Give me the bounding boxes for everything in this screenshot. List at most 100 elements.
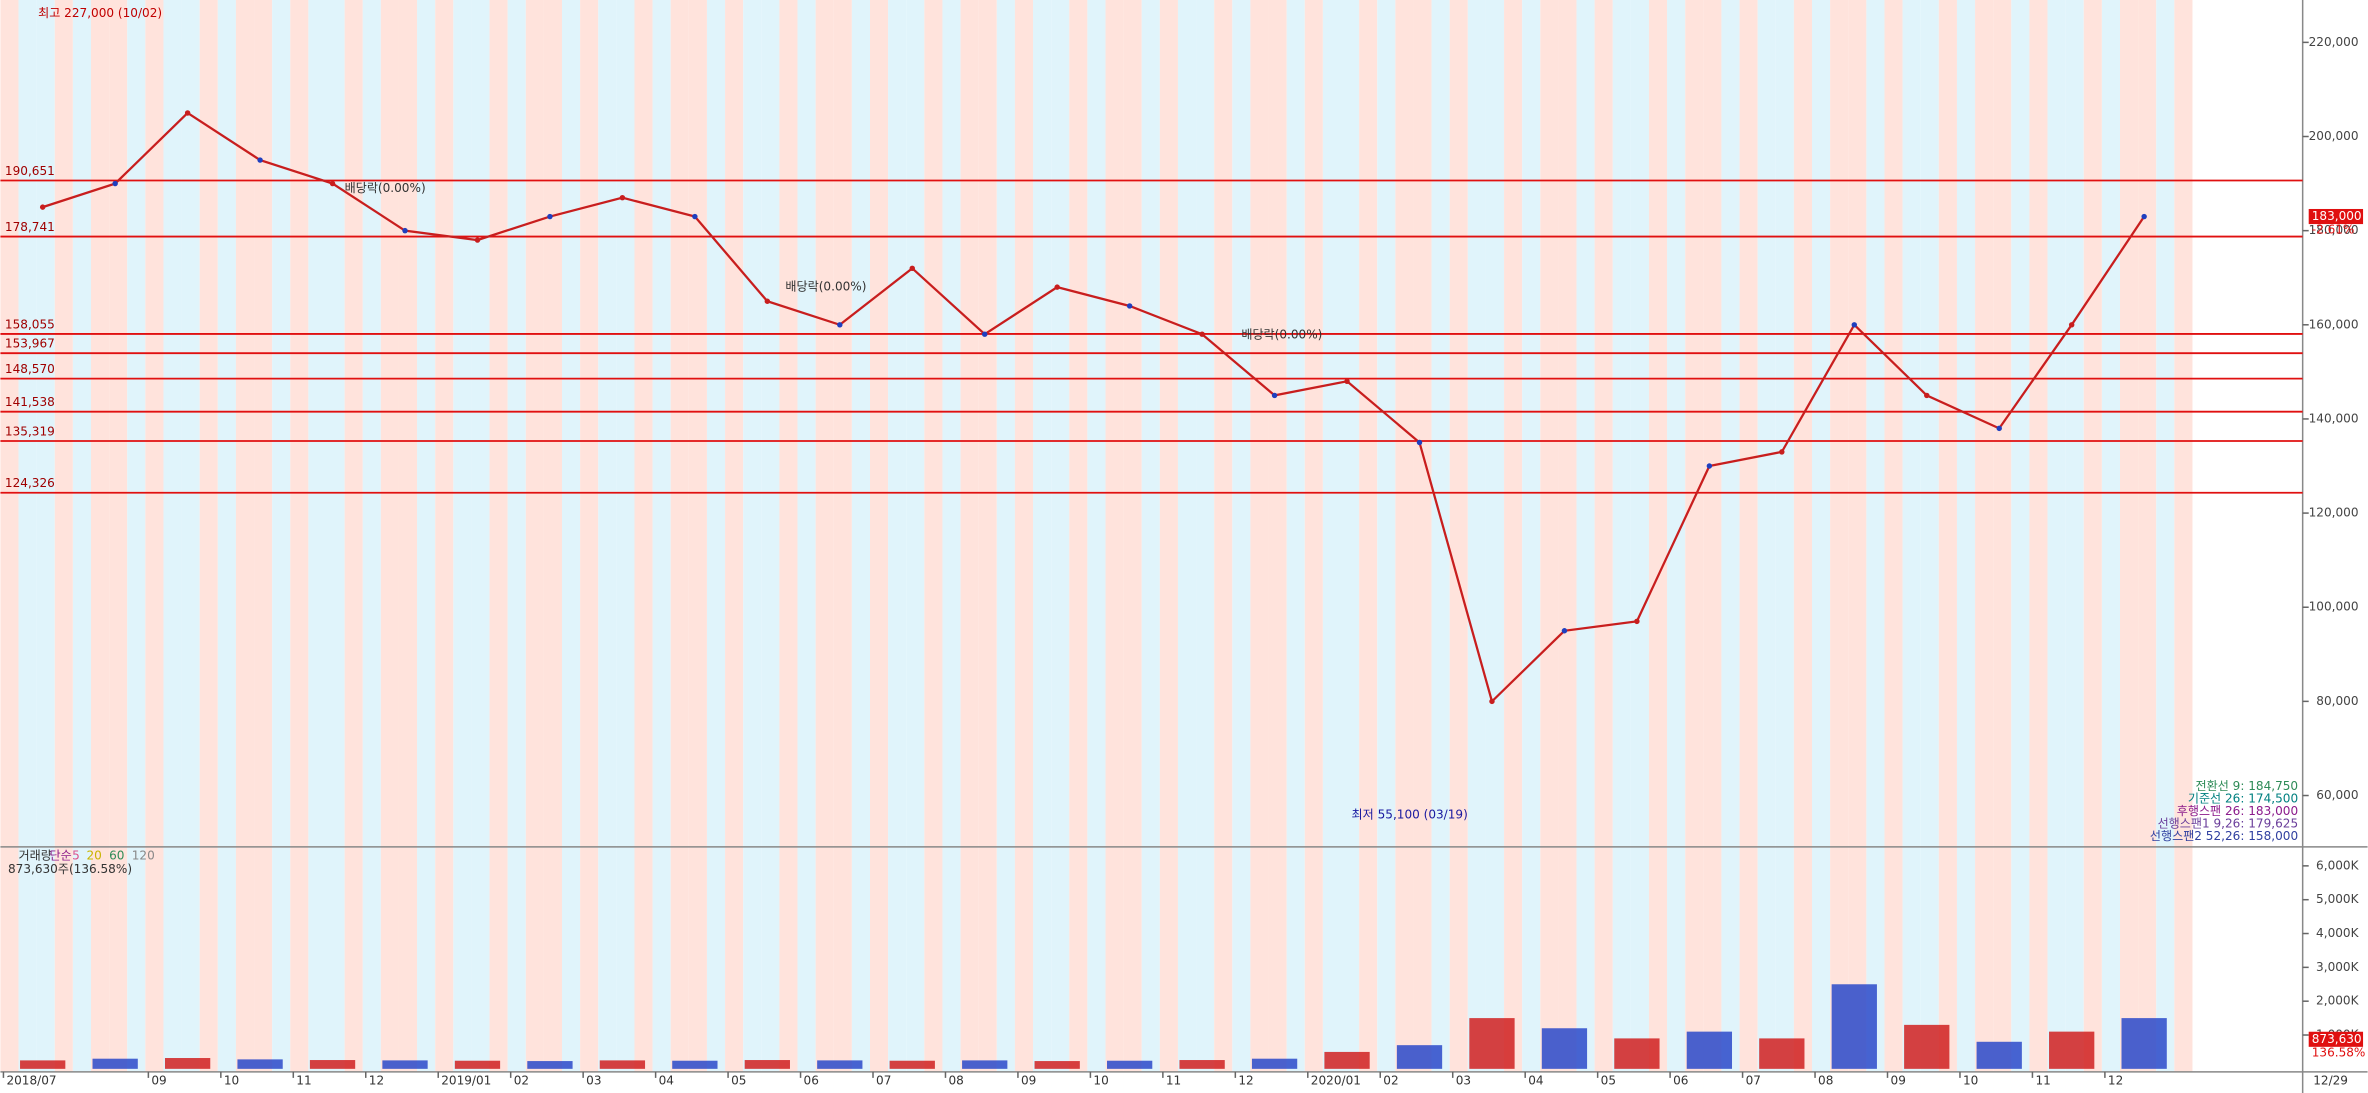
price-line xyxy=(42,111,2146,704)
bg-stripe xyxy=(652,0,671,1072)
x-tick-label: 09 xyxy=(151,1073,166,1087)
annotation: 배당락(0.00%) xyxy=(345,181,426,195)
annotation: 배당락(0.00%) xyxy=(1241,328,1322,342)
indicator-legend: 기준선 26: 174,500 xyxy=(2188,792,2298,806)
bg-stripe xyxy=(72,0,91,1072)
price-point xyxy=(329,180,336,187)
bg-stripe xyxy=(1159,0,1178,1072)
bg-stripe xyxy=(1648,0,1668,1072)
bg-stripe xyxy=(1848,0,1867,1072)
x-tick-label: 03 xyxy=(1456,1073,1471,1087)
y-tick-label: 60,000 xyxy=(2316,788,2358,802)
x-tick-label: 07 xyxy=(876,1073,891,1087)
x-tick-label: 12 xyxy=(1238,1073,1253,1087)
price-point xyxy=(982,331,988,337)
volume-bar xyxy=(744,1060,790,1069)
bg-stripe xyxy=(163,0,182,1072)
bg-stripe xyxy=(1504,0,1523,1072)
x-tick-label: 11 xyxy=(2035,1073,2050,1087)
price-point xyxy=(1561,628,1568,634)
bg-stripe xyxy=(670,0,689,1072)
y-tick-label: 200,000 xyxy=(2309,129,2359,143)
bg-stripe xyxy=(1739,0,1758,1072)
bg-stripe xyxy=(706,0,726,1072)
bg-stripe xyxy=(616,0,635,1072)
volume-bar xyxy=(2049,1031,2095,1069)
bg-stripe xyxy=(960,0,979,1072)
price-point xyxy=(619,194,626,201)
bg-stripe xyxy=(344,0,363,1072)
price-point xyxy=(692,213,698,220)
bg-stripe xyxy=(471,0,490,1072)
price-point xyxy=(1706,463,1713,469)
bg-stripe xyxy=(851,0,870,1072)
volume-bar xyxy=(1686,1031,1733,1069)
bg-stripe xyxy=(779,0,798,1072)
volume-bar xyxy=(1904,1024,1950,1069)
bg-stripe xyxy=(869,0,889,1072)
volume-bar xyxy=(527,1061,573,1069)
bg-stripe xyxy=(1956,0,1976,1072)
bg-stripe xyxy=(1594,0,1613,1072)
volume-bar xyxy=(1469,1018,1515,1069)
support-label: 148,570 xyxy=(5,362,55,376)
price-point xyxy=(1924,392,1930,399)
last-price-tag xyxy=(2308,208,2364,225)
volume-bar xyxy=(1179,1060,1225,1069)
x-tick-label: 07 xyxy=(1746,1073,1761,1087)
bg-stripe xyxy=(54,0,73,1072)
bg-stripe xyxy=(888,0,907,1072)
bg-stripe xyxy=(2119,0,2139,1072)
bg-stripe xyxy=(1540,0,1559,1072)
indicator-legend: 선행스팬1 9,26: 179,625 xyxy=(2158,816,2299,831)
cursor-date: 12/29 xyxy=(2313,1073,2348,1087)
price-point xyxy=(1416,439,1423,446)
bg-stripe xyxy=(272,0,291,1072)
support-label: 153,967 xyxy=(5,337,55,351)
background xyxy=(0,0,2193,1072)
bg-stripe xyxy=(580,0,599,1072)
bg-stripe xyxy=(1413,0,1432,1072)
price-point xyxy=(1851,322,1858,328)
price-point xyxy=(1271,392,1278,399)
volume-legend: 120 xyxy=(132,848,155,862)
bg-stripe xyxy=(1322,0,1342,1072)
bg-stripe xyxy=(36,0,55,1072)
y-tick-label: 3,000K xyxy=(2316,960,2360,974)
indicator-legend: 후행스팬 26: 183,000 xyxy=(2177,803,2298,818)
bg-stripe xyxy=(543,0,563,1072)
bg-stripe xyxy=(127,0,146,1072)
annotation: 최고 227,000 (10/02) xyxy=(38,6,162,20)
bg-stripe xyxy=(1395,0,1414,1072)
bg-stripe xyxy=(525,0,544,1072)
x-tick-label: 10 xyxy=(224,1073,239,1087)
x-tick-label: 02 xyxy=(1383,1073,1398,1087)
bg-stripe xyxy=(181,0,200,1072)
bg-stripe xyxy=(996,0,1015,1072)
bg-stripe xyxy=(2138,0,2157,1072)
volume-bar xyxy=(1614,1038,1660,1069)
x-tick-label: 08 xyxy=(948,1073,963,1087)
volume-legend: 20 xyxy=(86,848,101,862)
volume-bar xyxy=(599,1060,646,1069)
volume-bar xyxy=(817,1060,863,1069)
price-point xyxy=(39,204,46,210)
bg-stripe xyxy=(1938,0,1957,1072)
volume-legend: 60 xyxy=(109,848,124,862)
x-tick-label: 06 xyxy=(1673,1073,1688,1087)
volume-bar xyxy=(92,1058,138,1069)
price-point xyxy=(474,237,481,243)
y-tick-label: 6,000K xyxy=(2316,858,2360,872)
price-point xyxy=(2068,322,2075,328)
bg-stripe xyxy=(1757,0,1776,1072)
volume-bar xyxy=(1107,1060,1153,1069)
price-point xyxy=(1996,425,2002,432)
bg-stripe xyxy=(1830,0,1849,1072)
price-point xyxy=(257,157,263,163)
y-tick-label: 220,000 xyxy=(2309,35,2359,49)
bg-stripe xyxy=(2065,0,2084,1072)
x-tick-label: 04 xyxy=(659,1073,674,1087)
volume-bar xyxy=(20,1060,66,1069)
support-label: 124,326 xyxy=(5,476,55,490)
